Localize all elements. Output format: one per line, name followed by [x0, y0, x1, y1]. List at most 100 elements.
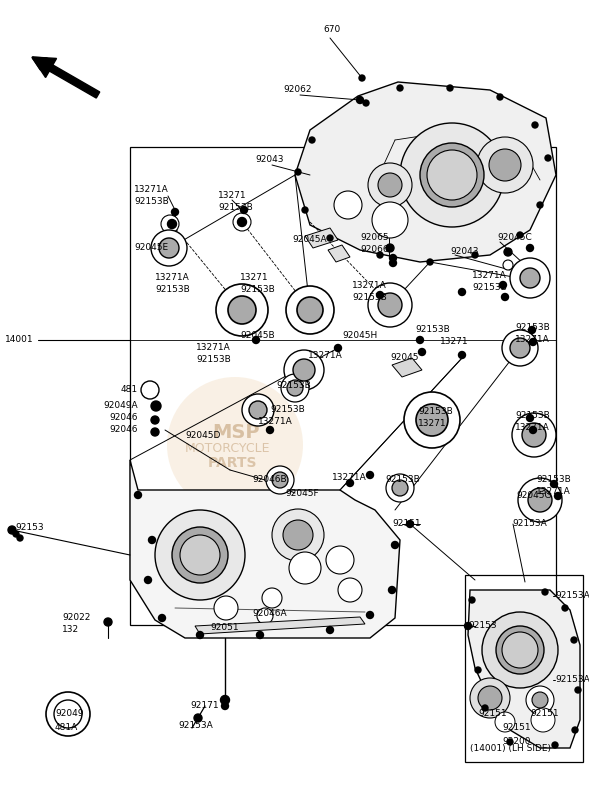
- Circle shape: [17, 535, 23, 541]
- Polygon shape: [305, 228, 338, 248]
- Circle shape: [134, 491, 141, 499]
- Text: 92051: 92051: [210, 623, 239, 633]
- Circle shape: [527, 415, 534, 422]
- Circle shape: [240, 206, 247, 213]
- Circle shape: [532, 122, 538, 128]
- Text: 132: 132: [62, 626, 79, 634]
- Text: 481A: 481A: [55, 724, 78, 733]
- Circle shape: [416, 404, 448, 436]
- Text: 92045H: 92045H: [342, 331, 377, 340]
- Circle shape: [528, 327, 535, 333]
- Circle shape: [253, 336, 260, 344]
- Circle shape: [472, 252, 478, 258]
- Circle shape: [386, 244, 394, 252]
- Circle shape: [228, 296, 256, 324]
- Circle shape: [562, 605, 568, 611]
- Circle shape: [172, 527, 228, 583]
- Circle shape: [378, 173, 402, 197]
- Circle shape: [527, 244, 534, 252]
- Text: 13271A: 13271A: [515, 336, 550, 344]
- Circle shape: [496, 626, 544, 674]
- Circle shape: [458, 352, 465, 359]
- Circle shape: [144, 577, 151, 583]
- Circle shape: [532, 692, 548, 708]
- Circle shape: [8, 526, 16, 534]
- Text: 670: 670: [323, 26, 340, 34]
- Text: 92046B: 92046B: [252, 475, 287, 484]
- Circle shape: [309, 137, 315, 143]
- Text: 92153B: 92153B: [134, 197, 169, 206]
- Circle shape: [542, 589, 548, 595]
- Circle shape: [502, 330, 538, 366]
- Circle shape: [363, 100, 369, 106]
- Circle shape: [389, 255, 396, 261]
- Circle shape: [141, 381, 159, 399]
- Circle shape: [507, 739, 513, 745]
- Circle shape: [531, 708, 555, 732]
- Circle shape: [501, 293, 508, 300]
- Circle shape: [518, 478, 562, 522]
- Circle shape: [151, 416, 159, 424]
- Circle shape: [151, 428, 159, 436]
- Circle shape: [495, 712, 515, 732]
- Circle shape: [13, 531, 19, 537]
- Circle shape: [392, 480, 408, 496]
- Circle shape: [478, 686, 502, 710]
- Circle shape: [167, 220, 177, 229]
- Text: 92065: 92065: [360, 233, 389, 243]
- Circle shape: [197, 631, 204, 638]
- Text: 92045E: 92045E: [134, 243, 168, 252]
- Circle shape: [249, 401, 267, 419]
- Circle shape: [427, 150, 477, 200]
- Circle shape: [376, 292, 383, 299]
- Text: MOTORCYCLE: MOTORCYCLE: [185, 442, 270, 455]
- Text: 13271A: 13271A: [472, 271, 507, 280]
- Circle shape: [151, 230, 187, 266]
- Circle shape: [293, 359, 315, 381]
- Text: 13271A: 13271A: [196, 344, 231, 352]
- Text: 92153B: 92153B: [270, 406, 305, 415]
- Circle shape: [368, 163, 412, 207]
- Circle shape: [297, 297, 323, 323]
- Circle shape: [262, 588, 282, 608]
- Circle shape: [283, 520, 313, 550]
- Text: 92045B: 92045B: [240, 331, 274, 340]
- Circle shape: [530, 427, 537, 434]
- Text: MSP: MSP: [212, 423, 260, 442]
- Polygon shape: [195, 617, 365, 634]
- Circle shape: [419, 348, 425, 356]
- Circle shape: [257, 608, 273, 624]
- Text: 92049: 92049: [55, 710, 84, 718]
- Circle shape: [499, 281, 507, 288]
- Circle shape: [359, 75, 365, 81]
- Circle shape: [272, 472, 288, 488]
- Circle shape: [512, 413, 556, 457]
- Text: 92151: 92151: [392, 519, 421, 528]
- Circle shape: [377, 252, 383, 258]
- Circle shape: [427, 259, 433, 265]
- Circle shape: [378, 293, 402, 317]
- Text: 92045D: 92045D: [185, 431, 220, 440]
- Circle shape: [482, 612, 558, 688]
- Circle shape: [167, 377, 303, 513]
- Circle shape: [526, 686, 554, 714]
- Circle shape: [520, 268, 540, 288]
- Circle shape: [326, 546, 354, 574]
- Text: 92046A: 92046A: [252, 610, 287, 618]
- Text: 13271: 13271: [418, 419, 446, 428]
- Circle shape: [406, 520, 413, 527]
- Circle shape: [287, 380, 303, 396]
- Text: 13271A: 13271A: [536, 487, 571, 496]
- Text: 92153: 92153: [15, 523, 44, 532]
- Text: 14001: 14001: [5, 336, 34, 344]
- Text: 92045A: 92045A: [292, 236, 327, 244]
- Circle shape: [572, 727, 578, 733]
- Circle shape: [372, 202, 408, 238]
- Text: 13271A: 13271A: [332, 472, 367, 482]
- Circle shape: [465, 622, 472, 630]
- Circle shape: [295, 169, 301, 175]
- Text: 13271A: 13271A: [352, 280, 387, 289]
- Circle shape: [537, 202, 543, 208]
- Polygon shape: [295, 82, 556, 262]
- Text: 92153B: 92153B: [418, 407, 453, 416]
